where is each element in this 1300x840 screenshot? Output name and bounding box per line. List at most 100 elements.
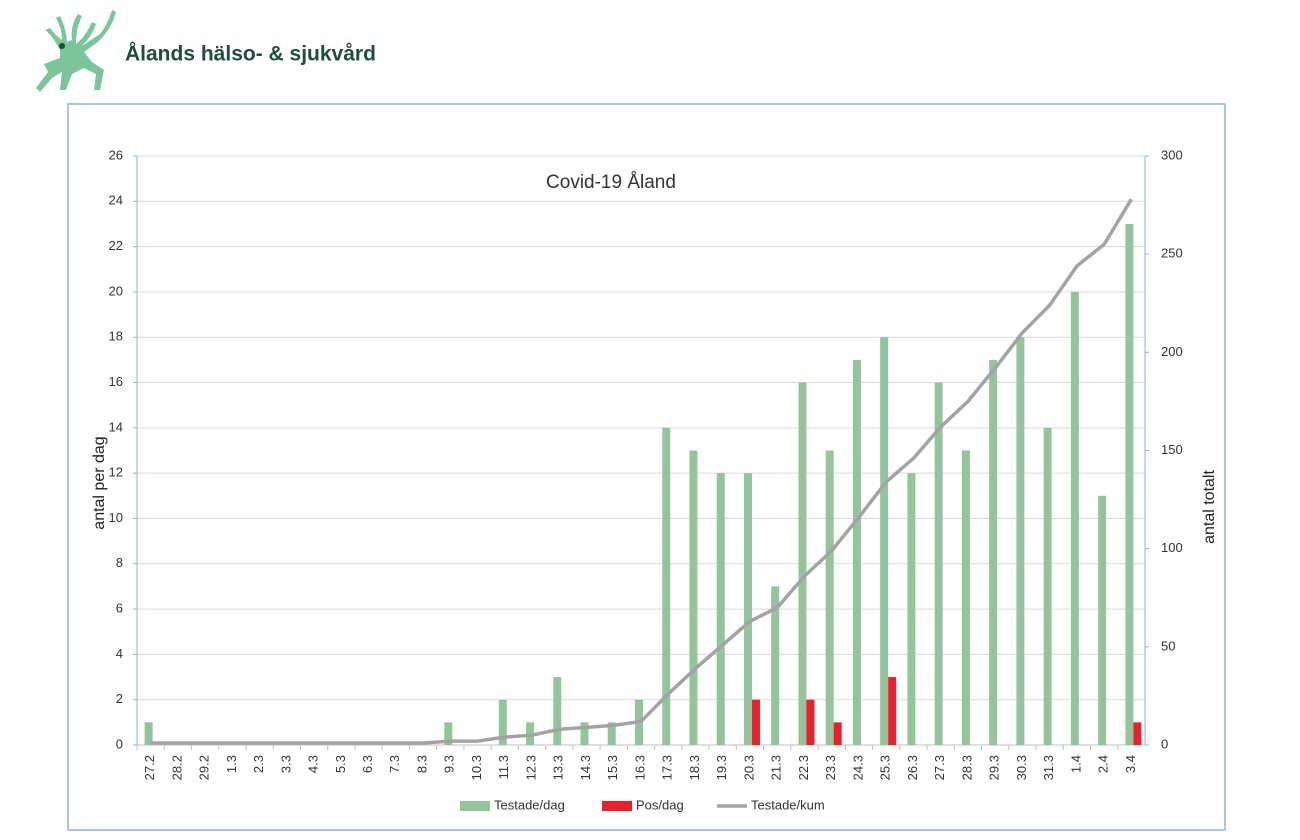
x-tick-label: 14.3 <box>578 755 593 780</box>
bar <box>580 722 589 745</box>
x-tick-label: 10.3 <box>469 755 484 780</box>
bar <box>806 699 815 745</box>
chart-title: Covid-19 Åland <box>546 172 676 193</box>
legend-label: Pos/dag <box>636 797 684 812</box>
bar <box>798 382 807 745</box>
x-tick-label: 1.3 <box>224 755 239 773</box>
bar <box>444 722 453 745</box>
y-tick-label: 26 <box>109 147 123 162</box>
y-tick-label: 18 <box>109 329 123 344</box>
x-tick-label: 29.3 <box>987 755 1002 780</box>
x-tick-label: 25.3 <box>878 755 893 780</box>
y-tick-label: 22 <box>109 238 123 253</box>
y-tick-label: 10 <box>109 510 123 525</box>
x-tick-label: 20.3 <box>741 755 756 780</box>
bar <box>888 677 897 745</box>
x-tick-label: 2.4 <box>1096 755 1111 773</box>
y-tick-label: 12 <box>109 465 123 480</box>
x-tick-label: 6.3 <box>360 755 375 773</box>
legend-label: Testade/kum <box>751 797 825 812</box>
x-tick-label: 8.3 <box>414 755 429 773</box>
y2-tick-label: 300 <box>1161 147 1183 162</box>
x-tick-label: 7.3 <box>387 755 402 773</box>
bar <box>1133 722 1142 745</box>
legend-label: Testade/dag <box>494 797 565 812</box>
line <box>150 198 1133 745</box>
chart-frame <box>67 103 1226 831</box>
bar <box>907 473 916 745</box>
bar <box>751 699 760 745</box>
y2-tick-label: 100 <box>1161 540 1183 555</box>
y2-axis-label: antal totalt <box>1201 470 1218 544</box>
y-tick-label: 6 <box>116 601 123 616</box>
legend-swatch <box>460 801 490 811</box>
y-tick-label: 14 <box>109 419 123 434</box>
x-tick-label: 3.3 <box>278 755 293 773</box>
x-tick-label: 17.3 <box>660 755 675 780</box>
x-tick-label: 12.3 <box>523 755 538 780</box>
y-tick-label: 16 <box>109 374 123 389</box>
x-tick-label: 19.3 <box>714 755 729 780</box>
y-axis-label: antal per dag <box>91 436 108 529</box>
y-tick-label: 2 <box>116 691 123 706</box>
x-tick-label: 31.3 <box>1041 755 1056 780</box>
x-tick-label: 4.3 <box>306 755 321 773</box>
bar <box>961 450 970 745</box>
bar <box>716 473 725 745</box>
x-tick-label: 13.3 <box>551 755 566 780</box>
x-tick-label: 29.2 <box>197 755 212 780</box>
y2-tick-label: 150 <box>1161 442 1183 457</box>
bar <box>689 450 698 745</box>
x-tick-label: 16.3 <box>632 755 647 780</box>
y2-tick-label: 250 <box>1161 246 1183 261</box>
x-tick-label: 15.3 <box>605 755 620 780</box>
bar <box>743 473 752 745</box>
bar <box>1070 291 1079 745</box>
x-tick-label: 23.3 <box>823 755 838 780</box>
bar <box>1125 223 1134 745</box>
x-tick-label: 28.3 <box>959 755 974 780</box>
bar <box>825 450 834 745</box>
x-tick-label: 9.3 <box>442 755 457 773</box>
legend-swatch <box>602 801 632 811</box>
x-tick-label: 27.2 <box>142 755 157 780</box>
logo-text: Ålands hälso- & sjukvård <box>125 42 376 66</box>
x-tick-label: 18.3 <box>687 755 702 780</box>
x-tick-label: 1.4 <box>1068 755 1083 773</box>
bar <box>553 677 562 745</box>
x-tick-label: 28.2 <box>169 755 184 780</box>
bar <box>144 722 153 745</box>
bar <box>771 586 780 745</box>
x-tick-label: 2.3 <box>251 755 266 773</box>
bar <box>934 382 943 745</box>
bar <box>498 699 507 745</box>
x-tick-label: 11.3 <box>496 755 511 779</box>
bar <box>989 359 998 745</box>
x-tick-label: 27.3 <box>932 755 947 780</box>
y-tick-label: 20 <box>109 283 123 298</box>
x-tick-label: 22.3 <box>796 755 811 780</box>
y-tick-label: 8 <box>116 555 123 570</box>
bar <box>833 722 842 745</box>
y-tick-label: 0 <box>116 736 123 751</box>
bar <box>880 337 889 745</box>
bar <box>852 359 861 745</box>
x-tick-label: 21.3 <box>769 755 784 780</box>
logo-deer <box>36 10 116 92</box>
y-tick-label: 24 <box>109 193 123 208</box>
bar <box>1016 337 1025 745</box>
bar <box>607 722 616 745</box>
y2-tick-label: 0 <box>1161 736 1168 751</box>
x-tick-label: 30.3 <box>1014 755 1029 780</box>
x-tick-label: 24.3 <box>850 755 865 780</box>
bar <box>1098 495 1107 745</box>
x-tick-label: 3.4 <box>1123 755 1138 773</box>
x-tick-label: 26.3 <box>905 755 920 780</box>
y2-tick-label: 200 <box>1161 344 1183 359</box>
y-tick-label: 4 <box>116 646 123 661</box>
y2-tick-label: 50 <box>1161 638 1175 653</box>
bar <box>1043 427 1052 745</box>
x-tick-label: 5.3 <box>333 755 348 773</box>
